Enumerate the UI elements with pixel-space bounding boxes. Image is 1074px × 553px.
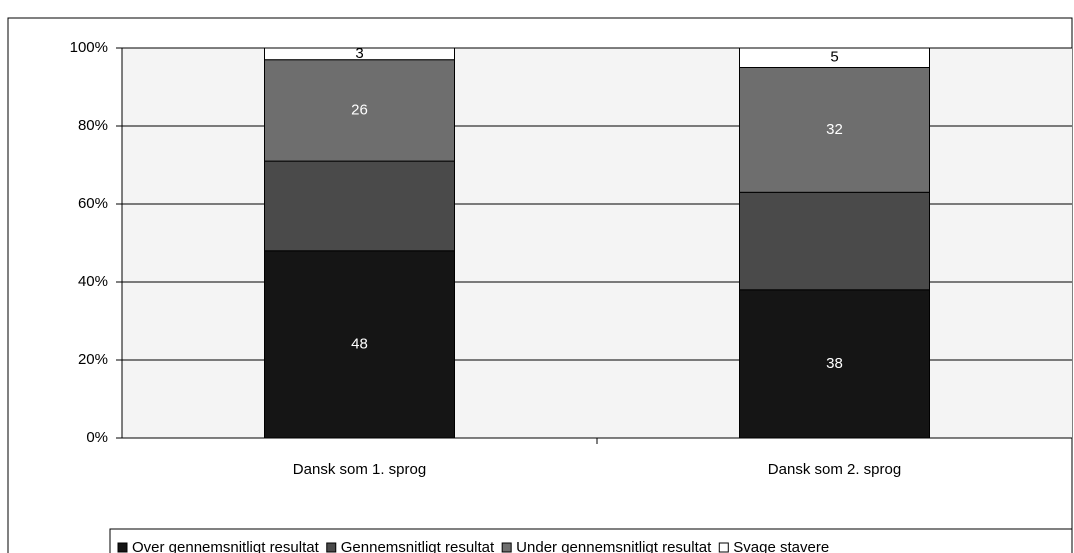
y-tick-label: 60% (78, 195, 108, 212)
y-tick-label: 40% (78, 273, 108, 290)
x-tick-label: Dansk som 2. sprog (768, 461, 901, 478)
bar-segment (264, 59, 455, 162)
bar-segment (264, 160, 455, 252)
bar-segment (739, 289, 930, 439)
x-tick-label: Dansk som 1. sprog (293, 461, 426, 478)
legend-swatch (718, 542, 729, 553)
data-label: 5 (830, 49, 838, 66)
legend-label: Gennemsnitligt resultat (341, 539, 495, 553)
legend-label: Svage stavere (733, 539, 829, 553)
data-label: 3 (355, 45, 363, 62)
legend-swatch (117, 542, 128, 553)
y-tick-label: 80% (78, 117, 108, 134)
data-label: 48 (351, 335, 368, 352)
legend-swatch (501, 542, 512, 553)
bar-segment (264, 47, 455, 61)
data-label: 26 (351, 101, 368, 118)
data-label: 32 (826, 121, 843, 138)
y-tick-label: 0% (86, 429, 108, 446)
data-label: 38 (826, 355, 843, 372)
legend-swatch (326, 542, 337, 553)
legend-label: Under gennemsnitligt resultat (516, 539, 712, 553)
bar-segment (739, 47, 930, 68)
y-tick-label: 100% (70, 39, 108, 56)
legend-label: Over gennemsnitligt resultat (132, 539, 320, 553)
bar-segment (264, 250, 455, 439)
bar-segment (739, 67, 930, 193)
bar-segment (739, 191, 930, 291)
legend-box (109, 528, 1073, 553)
y-tick-label: 20% (78, 351, 108, 368)
